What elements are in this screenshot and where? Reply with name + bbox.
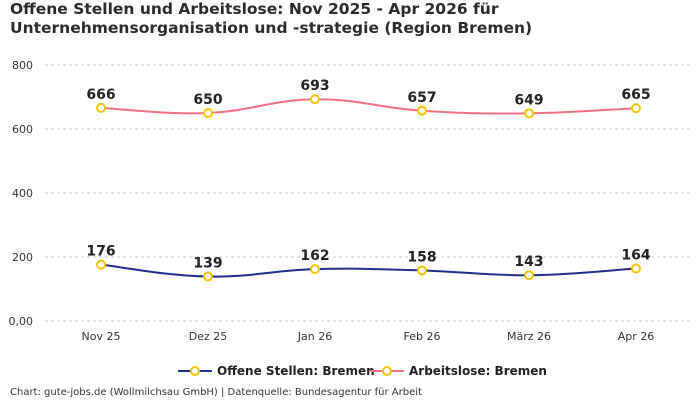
- data-point[interactable]: [96, 259, 106, 270]
- data-point[interactable]: [310, 94, 320, 105]
- chart-title: Offene Stellen und Arbeitslose: Nov 2025…: [10, 0, 533, 37]
- data-label: 143: [514, 254, 543, 270]
- legend-label[interactable]: Arbeitslose: Bremen: [409, 364, 547, 378]
- data-label: 158: [407, 249, 436, 265]
- x-tick-label: Nov 25: [82, 330, 121, 343]
- data-point[interactable]: [96, 102, 106, 113]
- data-label: 693: [300, 78, 329, 94]
- x-tick-label: März 26: [507, 330, 551, 343]
- y-tick-label: 600: [12, 123, 33, 136]
- data-label: 650: [193, 92, 222, 108]
- data-label: 666: [86, 87, 115, 103]
- data-point[interactable]: [417, 265, 427, 276]
- x-tick-label: Apr 26: [618, 330, 655, 343]
- legend-marker: [190, 366, 200, 376]
- y-tick-label: 0,00: [9, 315, 34, 328]
- data-point[interactable]: [203, 108, 213, 118]
- x-tick-label: Dez 25: [189, 330, 228, 343]
- data-label: 649: [514, 92, 543, 108]
- data-point[interactable]: [203, 271, 213, 282]
- series-line: [100, 263, 637, 278]
- data-label: 162: [300, 248, 329, 264]
- x-tick-label: Jan 26: [297, 330, 332, 343]
- data-point[interactable]: [631, 263, 641, 274]
- data-label: 164: [621, 248, 650, 264]
- chart-footer: Chart: gute-jobs.de (Wollmilchsau GmbH) …: [10, 387, 422, 398]
- data-label: 139: [193, 256, 222, 272]
- y-tick-label: 200: [12, 251, 33, 264]
- y-tick-label: 800: [12, 59, 33, 72]
- data-label: 176: [86, 244, 115, 260]
- data-point[interactable]: [524, 108, 534, 119]
- y-tick-label: 400: [12, 187, 33, 200]
- series-line: [100, 98, 637, 115]
- data-point[interactable]: [417, 105, 427, 116]
- legend-marker: [382, 366, 392, 376]
- data-label: 665: [621, 87, 650, 103]
- data-label: 657: [407, 90, 436, 106]
- data-point[interactable]: [310, 264, 320, 275]
- legend-label[interactable]: Offene Stellen: Bremen: [217, 364, 375, 378]
- data-point[interactable]: [631, 103, 641, 114]
- x-tick-label: Feb 26: [404, 330, 441, 343]
- data-point[interactable]: [524, 270, 534, 281]
